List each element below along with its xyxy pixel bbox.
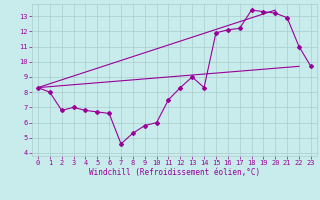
X-axis label: Windchill (Refroidissement éolien,°C): Windchill (Refroidissement éolien,°C) bbox=[89, 168, 260, 177]
